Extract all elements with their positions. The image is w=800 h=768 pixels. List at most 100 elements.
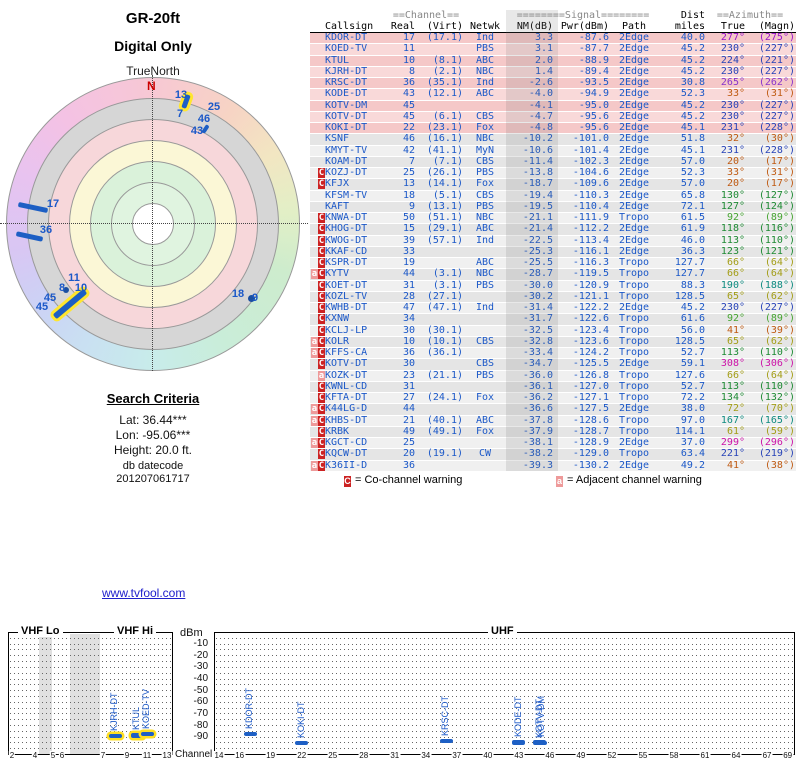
cell-real: 30	[402, 358, 415, 370]
plot-channel-label: 43	[190, 125, 204, 137]
table-row: KMYT-TV 42 (41.1) MyN -10.6 -101.4 2Edge 45.1 23…	[310, 145, 796, 157]
table-row: KSNF 46 (16.1) NBC -10.2 -101.0 2Edge 51.8 32° (3…	[310, 133, 796, 146]
plot-channel-label: 45	[35, 301, 49, 313]
channel-axis-label: Channel	[175, 749, 213, 760]
spectrum-bar	[140, 731, 154, 737]
channel-tick-label: 9	[123, 751, 131, 760]
cell-pwr: -111.9	[572, 212, 609, 223]
spectrum-bar-label: KOKI-DT	[295, 701, 306, 738]
cell-dist: 97.0	[680, 414, 705, 426]
cell-pwr: -128.6	[572, 414, 609, 426]
row-warning-markers: C	[310, 359, 325, 370]
co-channel-warning-icon: C	[318, 449, 325, 460]
cell-true: 265°	[720, 77, 745, 88]
cell-magn: (64°)	[764, 369, 795, 381]
cell-netwk	[463, 101, 507, 111]
row-warning-markers: C	[310, 213, 325, 223]
tvfool-link[interactable]: www.tvfool.com	[102, 586, 186, 600]
cell-path: Tropo	[618, 279, 650, 291]
cell-real: 11	[402, 43, 415, 55]
cell-netwk: NBC	[475, 212, 495, 223]
cell-callsign: KFTA-DT	[325, 392, 368, 403]
cell-path: Tropo	[618, 380, 650, 392]
adjacent-channel-legend: a = Adjacent channel warning	[556, 474, 702, 487]
table-row: a C KGCT-CD 25 -38.1 -128.9 2Edge 37.0 299° (296°…	[310, 437, 796, 450]
col-virt: (Virt)	[426, 21, 463, 32]
co-channel-warning-icon: C	[318, 359, 325, 370]
spectrum-bar-label: KDOR-DT	[244, 687, 255, 729]
cell-true: 92°	[726, 212, 745, 223]
plot-channel-label: 17	[46, 198, 60, 210]
cell-true: 33°	[726, 167, 745, 178]
table-rows: KDOR-DT 17 (17.1) Ind 3.3 -87.6 2Edge 40.0 277° (…	[310, 32, 796, 472]
cell-pwr: -95.0	[578, 99, 609, 111]
gridline	[216, 719, 793, 721]
cell-path: Tropo	[618, 313, 650, 325]
spectrum-bar-label: KOTV-DM	[535, 696, 546, 738]
cell-nm: -4.8	[528, 122, 553, 133]
gridline	[216, 643, 793, 645]
cell-path: Tropo	[618, 369, 650, 381]
cell-nm: -36.2	[522, 392, 553, 403]
cell-magn: (227°)	[758, 65, 795, 77]
cell-netwk: NBC	[475, 133, 495, 145]
adjacent-channel-warning-icon: a	[311, 404, 318, 415]
plot-channel-label: 10	[74, 282, 88, 294]
cell-true: 33°	[726, 88, 745, 100]
channel-tick-label: 52	[606, 751, 618, 760]
col-real: Real	[390, 21, 415, 32]
spectrum-bar-label: KRSC-DT	[440, 695, 451, 736]
co-channel-legend-text: = Co-channel warning	[355, 474, 463, 486]
cell-nm: -13.8	[522, 167, 553, 178]
channel-tick-label: 11	[141, 751, 153, 760]
cell-callsign: KSPR-DT	[325, 257, 368, 268]
cell-callsign: KYTV	[325, 268, 350, 280]
cell-true: 224°	[720, 54, 745, 66]
col-pwr: Pwr(dBm)	[560, 21, 609, 32]
table-row: C KOZL-TV 28 (27.1) -30.2 -121.1 Tropo 128.5 65°…	[310, 290, 796, 303]
cell-true: 221°	[720, 448, 745, 460]
row-warning-markers	[310, 44, 325, 54]
vhf-lo-label: VHF Lo	[18, 625, 63, 637]
cell-magn: (188°)	[758, 279, 795, 291]
co-channel-warning-icon: C	[318, 246, 325, 257]
row-warning-markers: C	[310, 258, 325, 268]
adjacent-channel-warning-icon: a	[556, 476, 563, 487]
cell-virt: (5.1)	[432, 189, 463, 201]
adjacent-channel-warning-icon: a	[318, 370, 325, 381]
cell-nm: 1.4	[534, 65, 553, 77]
channel-tick-label: 34	[420, 751, 432, 760]
cell-netwk: CBS	[475, 335, 495, 347]
table-row: a C K44LG-D 44 -36.6 -127.5 2Edge 38.0 72° (70°)	[310, 403, 796, 416]
plot-subtitle: Digital Only	[114, 38, 192, 54]
cell-real: 7	[408, 155, 415, 167]
azimuth-group-header: ==Azimuth==	[716, 10, 784, 21]
gridline	[216, 655, 793, 657]
co-channel-warning-icon: C	[318, 291, 325, 302]
table-row: C KOZJ-DT 25 (26.1) PBS -13.8 -104.6 2Edge 52.3 3…	[310, 167, 796, 180]
cell-netwk: PBS	[475, 167, 495, 178]
cell-real: 36	[402, 347, 415, 358]
cell-dist: 59.1	[680, 358, 705, 370]
cell-pwr: -109.6	[572, 178, 609, 190]
cell-dist: 52.3	[680, 167, 705, 178]
cell-callsign: KOED-TV	[325, 43, 368, 55]
cell-dist: 49.2	[680, 459, 705, 471]
cell-callsign: KOLR	[325, 335, 350, 347]
cell-virt: (21.1)	[426, 369, 463, 381]
cell-nm: -19.4	[522, 189, 553, 201]
cell-virt: (24.1)	[426, 392, 463, 403]
cell-pwr: -102.3	[572, 155, 609, 167]
cell-dist: 128.5	[674, 335, 705, 347]
cell-magn: (116°)	[758, 223, 795, 235]
cell-callsign: KOZL-TV	[325, 290, 368, 302]
table-row: C KFJX 13 (14.1) Fox -18.7 -109.6 2Edge 57.0 20° (…	[310, 178, 796, 191]
co-channel-warning-icon: C	[318, 179, 325, 190]
cell-virt	[415, 461, 463, 471]
cell-true: 41°	[726, 324, 745, 336]
cell-netwk: ABC	[475, 88, 495, 100]
cell-nm: -39.3	[522, 459, 553, 471]
